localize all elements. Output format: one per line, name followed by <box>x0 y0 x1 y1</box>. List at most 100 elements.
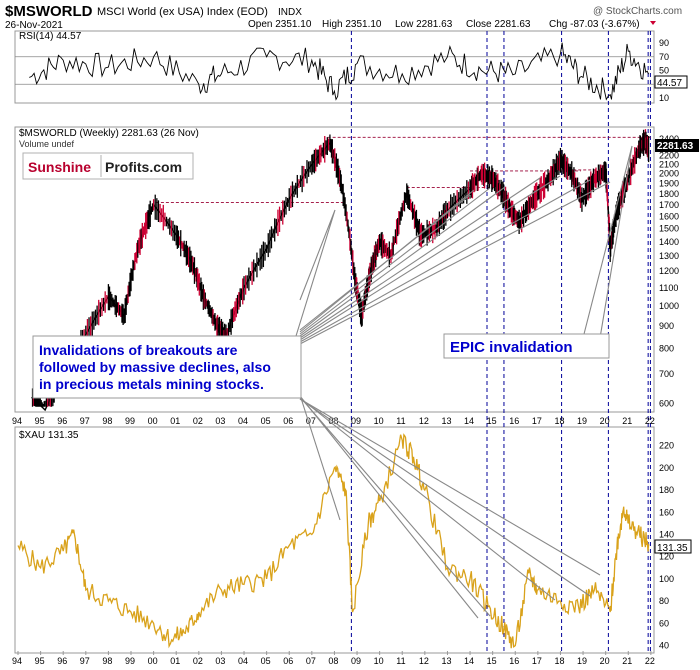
breakouts-line-2: followed by massive declines, also <box>39 359 271 375</box>
x-tick-label-bottom: 22 <box>645 656 655 666</box>
x-tick-label-bottom: 09 <box>351 656 361 666</box>
header-exchange: INDX <box>278 7 302 18</box>
x-tick-label: 08 <box>328 416 338 426</box>
xau-last-badge <box>654 539 692 554</box>
logo-sunshine: Sunshine <box>28 159 91 175</box>
price-tick-label: 800 <box>659 344 674 354</box>
x-tick-label-bottom: 12 <box>419 656 429 666</box>
x-tick-label: 98 <box>102 416 112 426</box>
xau-tick-label: 180 <box>659 485 674 495</box>
x-tick-label-bottom: 06 <box>283 656 293 666</box>
xau-tick-label: 120 <box>659 552 674 562</box>
xau-tick-label: 220 <box>659 441 674 451</box>
x-tick-label-bottom: 10 <box>374 656 384 666</box>
xau-tick-label: 40 <box>659 640 669 650</box>
x-tick-label-bottom: 99 <box>125 656 135 666</box>
x-tick-label: 94 <box>12 416 22 426</box>
epic-text: EPIC invalidation <box>450 339 573 356</box>
rsi-label: RSI(14) 44.57 <box>19 31 82 42</box>
x-tick-label-bottom: 17 <box>532 656 542 666</box>
price-tick-label: 2100 <box>659 159 679 169</box>
logo-profits: Profits.com <box>105 159 182 175</box>
price-tick-label: 1400 <box>659 237 679 247</box>
xau-tick-label: 140 <box>659 529 674 539</box>
x-tick-label-bottom: 13 <box>441 656 451 666</box>
price-panel <box>14 126 655 413</box>
x-tick-label-bottom: 95 <box>35 656 45 666</box>
x-tick-label-bottom: 20 <box>600 656 610 666</box>
rsi-tick-label: 10 <box>659 93 669 103</box>
price-tick-label: 1700 <box>659 200 679 210</box>
price-tick-label: 1600 <box>659 211 679 221</box>
x-tick-label-bottom: 98 <box>102 656 112 666</box>
callout-lines <box>295 145 633 619</box>
x-tick-label: 14 <box>464 416 474 426</box>
price-tick-label: 2200 <box>659 151 679 161</box>
x-tick-label-bottom: 19 <box>577 656 587 666</box>
x-tick-label-bottom: 21 <box>622 656 632 666</box>
x-tick-label: 96 <box>57 416 67 426</box>
rsi-tick-label: 90 <box>659 38 669 48</box>
rsi-tick-label: 70 <box>659 52 669 62</box>
price-tick-label: 1800 <box>659 189 679 199</box>
x-tick-label: 05 <box>261 416 271 426</box>
x-tick-label: 04 <box>238 416 248 426</box>
x-tick-label: 99 <box>125 416 135 426</box>
price-tick-label: 600 <box>659 399 674 409</box>
x-tick-label-bottom: 01 <box>170 656 180 666</box>
header-chg: Chg -87.03 (-3.67%) <box>549 19 640 30</box>
watermark: @ StockCharts.com <box>593 6 682 17</box>
price-tick-label: 1300 <box>659 251 679 261</box>
xau-tick-label: 200 <box>659 463 674 473</box>
xau-tick-label: 160 <box>659 507 674 517</box>
x-tick-label: 07 <box>306 416 316 426</box>
price-tick-label: 1500 <box>659 224 679 234</box>
x-tick-label-bottom: 94 <box>12 656 22 666</box>
x-tick-label-bottom: 04 <box>238 656 248 666</box>
header-close: Close 2281.63 <box>466 19 531 30</box>
rsi-tick-label: 50 <box>659 66 669 76</box>
rsi-last-value: 44.57 <box>657 78 682 89</box>
x-tick-label: 16 <box>509 416 519 426</box>
rsi-line <box>29 42 650 101</box>
x-tick-label-bottom: 03 <box>215 656 225 666</box>
x-tick-label: 03 <box>215 416 225 426</box>
x-tick-label: 09 <box>351 416 361 426</box>
x-tick-label: 10 <box>374 416 384 426</box>
x-tick-label-bottom: 96 <box>57 656 67 666</box>
xau-tick-label: 80 <box>659 596 669 606</box>
x-tick-label: 21 <box>622 416 632 426</box>
x-tick-label: 13 <box>441 416 451 426</box>
x-tick-label: 19 <box>577 416 587 426</box>
price-tick-label: 900 <box>659 321 674 331</box>
xau-tick-label: 100 <box>659 574 674 584</box>
header-open: Open 2351.10 <box>248 19 312 30</box>
xau-tick-label: 60 <box>659 618 669 628</box>
header-high: High 2351.10 <box>322 19 382 30</box>
price-tick-label: 2000 <box>659 169 679 179</box>
xau-label: $XAU 131.35 <box>19 430 79 441</box>
x-tick-label: 18 <box>554 416 564 426</box>
rsi-panel <box>14 30 655 104</box>
x-tick-label-bottom: 14 <box>464 656 474 666</box>
epic-callout: EPIC invalidation <box>443 333 610 359</box>
x-tick-label: 11 <box>396 416 405 426</box>
x-tick-label-bottom: 08 <box>328 656 338 666</box>
x-tick-label: 17 <box>532 416 542 426</box>
header-date: 26-Nov-2021 <box>5 20 63 31</box>
x-tick-label: 97 <box>80 416 90 426</box>
xau-last-value: 131.35 <box>657 543 688 554</box>
volume-label: Volume undef <box>19 139 75 149</box>
header-name: MSCI World (ex USA) Index (EOD) <box>97 6 268 18</box>
x-tick-label-bottom: 11 <box>396 656 405 666</box>
price-last-value: 2281.63 <box>657 141 694 152</box>
x-tick-label: 15 <box>487 416 497 426</box>
price-tick-label: 700 <box>659 369 674 379</box>
x-tick-label: 00 <box>148 416 158 426</box>
breakouts-callout: Invalidations of breakouts are followed … <box>32 335 302 399</box>
x-tick-label-bottom: 97 <box>80 656 90 666</box>
x-tick-label-bottom: 05 <box>261 656 271 666</box>
x-tick-label: 95 <box>35 416 45 426</box>
rsi-last-badge <box>654 75 688 89</box>
